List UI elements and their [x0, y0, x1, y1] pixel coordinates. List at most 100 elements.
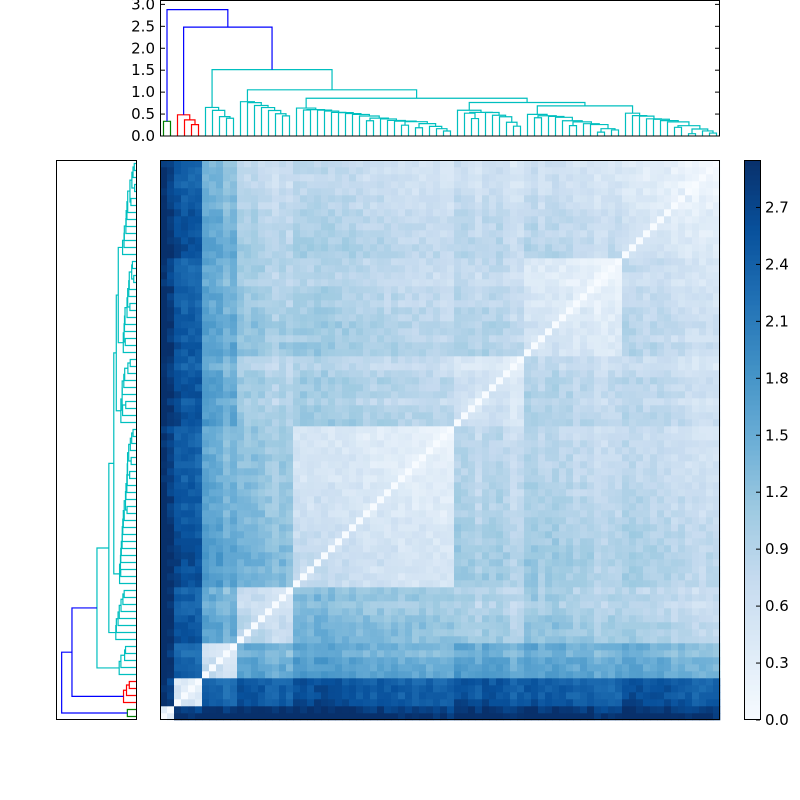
heatmap-cell	[685, 342, 693, 350]
heatmap-cell	[335, 391, 343, 399]
heatmap-cell	[573, 580, 581, 588]
heatmap-cell	[706, 559, 714, 567]
heatmap-cell	[566, 321, 574, 329]
heatmap-cell	[230, 293, 238, 301]
heatmap-cell	[363, 608, 371, 616]
heatmap-cell	[440, 524, 448, 532]
heatmap-cell	[594, 314, 602, 322]
heatmap-cell	[286, 321, 294, 329]
heatmap-cell	[377, 664, 385, 672]
heatmap-cell	[636, 601, 644, 609]
heatmap-cell	[216, 664, 224, 672]
heatmap-cell	[559, 657, 567, 665]
heatmap-cell	[482, 335, 490, 343]
heatmap-cell	[440, 314, 448, 322]
heatmap-cell	[629, 468, 637, 476]
heatmap-cell	[545, 650, 553, 658]
heatmap-cell	[629, 524, 637, 532]
heatmap-cell	[573, 384, 581, 392]
heatmap-cell	[594, 447, 602, 455]
heatmap-cell	[265, 580, 273, 588]
heatmap-cell	[342, 440, 350, 448]
heatmap-cell	[426, 531, 434, 539]
heatmap-cell	[636, 531, 644, 539]
heatmap-cell	[503, 321, 511, 329]
heatmap-cell	[391, 615, 399, 623]
heatmap-cell	[650, 524, 658, 532]
heatmap-cell	[398, 615, 406, 623]
heatmap-cell	[650, 538, 658, 546]
heatmap-cell	[426, 405, 434, 413]
heatmap-cell	[356, 552, 364, 560]
heatmap-cell	[489, 601, 497, 609]
heatmap-cell	[370, 692, 378, 700]
heatmap-cell	[566, 643, 574, 651]
heatmap-cell	[559, 615, 567, 623]
heatmap-cell	[524, 307, 532, 315]
heatmap-cell	[412, 622, 420, 630]
heatmap-cell	[608, 314, 616, 322]
heatmap-cell	[314, 489, 322, 497]
heatmap-cell	[286, 307, 294, 315]
heatmap-cell	[384, 412, 392, 420]
heatmap-cell	[160, 433, 168, 441]
heatmap-cell	[475, 370, 483, 378]
heatmap-cell	[426, 601, 434, 609]
heatmap-cell	[706, 608, 714, 616]
heatmap-cell	[272, 580, 280, 588]
heatmap-cell	[643, 370, 651, 378]
heatmap-cell	[580, 349, 588, 357]
heatmap-cell	[587, 433, 595, 441]
heatmap-cell	[419, 482, 427, 490]
heatmap-cell	[629, 608, 637, 616]
heatmap-cell	[496, 664, 504, 672]
heatmap-cell	[314, 713, 322, 721]
heatmap-cell	[223, 671, 231, 679]
heatmap-cell	[643, 713, 651, 721]
heatmap-cell	[608, 356, 616, 364]
heatmap-cell	[454, 447, 462, 455]
heatmap-cell	[524, 328, 532, 336]
heatmap-cell	[664, 636, 672, 644]
heatmap-cell	[643, 664, 651, 672]
heatmap-cell	[482, 377, 490, 385]
heatmap-cell	[594, 335, 602, 343]
heatmap-cell	[419, 566, 427, 574]
heatmap-cell	[594, 321, 602, 329]
heatmap-cell	[167, 629, 175, 637]
heatmap-cell	[286, 356, 294, 364]
heatmap-cell	[706, 615, 714, 623]
heatmap-cell	[594, 398, 602, 406]
heatmap-cell	[475, 321, 483, 329]
heatmap-cell	[559, 552, 567, 560]
heatmap-cell	[209, 636, 217, 644]
heatmap-cell	[398, 321, 406, 329]
heatmap-cell	[244, 594, 252, 602]
heatmap-cell	[419, 510, 427, 518]
heatmap-cell	[482, 650, 490, 658]
heatmap-cell	[202, 314, 210, 322]
heatmap-cell	[209, 377, 217, 385]
heatmap-cell	[391, 566, 399, 574]
heatmap-cell	[433, 573, 441, 581]
heatmap-cell	[685, 384, 693, 392]
heatmap-cell	[685, 580, 693, 588]
heatmap-cell	[377, 370, 385, 378]
heatmap-cell	[552, 643, 560, 651]
heatmap-cell	[433, 328, 441, 336]
heatmap-cell	[314, 356, 322, 364]
heatmap-cell	[293, 349, 301, 357]
heatmap-cell	[461, 524, 469, 532]
heatmap-cell	[468, 587, 476, 595]
heatmap-cell	[181, 622, 189, 630]
heatmap-cell	[279, 573, 287, 581]
heatmap-cell	[482, 454, 490, 462]
heatmap-cell	[468, 573, 476, 581]
heatmap-cell	[692, 475, 700, 483]
heatmap-cell	[258, 608, 266, 616]
heatmap-cell	[328, 363, 336, 371]
heatmap-cell	[468, 370, 476, 378]
heatmap-cell	[279, 622, 287, 630]
heatmap-cell	[657, 328, 665, 336]
heatmap-cell	[286, 601, 294, 609]
